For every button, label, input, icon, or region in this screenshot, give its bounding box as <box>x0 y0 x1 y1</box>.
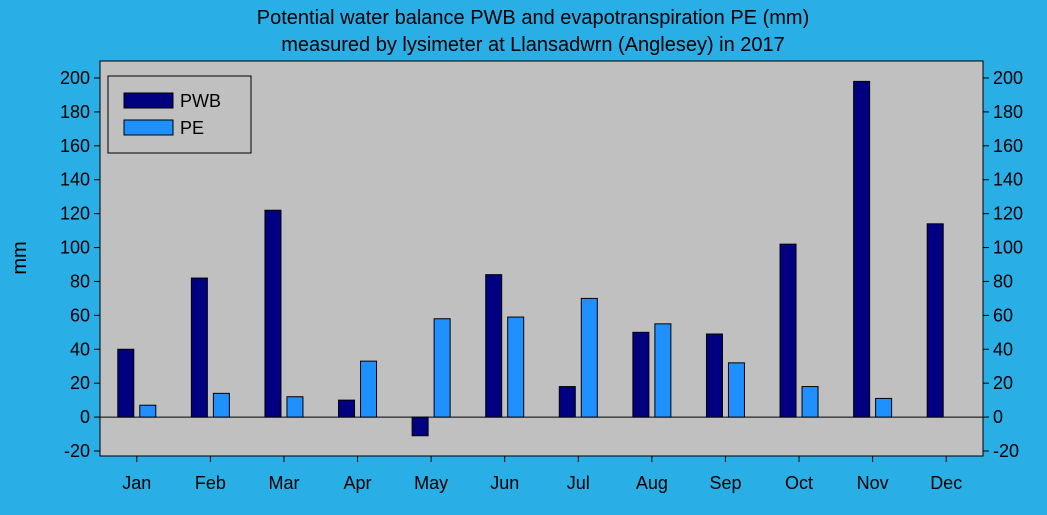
bar-pe-sep <box>727 362 745 418</box>
bar-pwb-may <box>411 416 429 437</box>
bar-pwb-jul <box>558 386 576 418</box>
legend: PWB PE <box>107 75 252 154</box>
chart-marks: -20 -20 0 0 20 20 40 40 60 60 80 80 100 100 120 120 140 1… <box>60 68 1023 493</box>
x-tick-label: Jan <box>122 473 151 493</box>
legend-box <box>107 75 252 154</box>
x-tick-label: Jun <box>490 473 519 493</box>
y-tick-label-left: 60 <box>70 305 90 325</box>
y-tick-label-left: 200 <box>60 68 90 88</box>
bar-pe-jun <box>507 316 525 418</box>
bar-pwb-jan <box>117 348 135 418</box>
y-tick-label-right: 80 <box>993 271 1013 291</box>
bar-pwb-nov <box>853 80 871 418</box>
y-tick-label-right: 0 <box>993 407 1003 427</box>
y-tick-label-right: 100 <box>993 238 1023 258</box>
y-axis-label: mm <box>9 241 31 274</box>
y-tick-label-right: 180 <box>993 102 1023 122</box>
bar-pwb-apr <box>338 399 356 418</box>
x-tick-label: Jul <box>567 473 590 493</box>
y-tick-label-left: 80 <box>70 271 90 291</box>
y-tick-label-right: 160 <box>993 136 1023 156</box>
y-tick-label-right: 120 <box>993 204 1023 224</box>
legend-swatch-pe <box>123 119 174 136</box>
x-tick-label: Nov <box>857 473 889 493</box>
y-tick-label-left: 120 <box>60 204 90 224</box>
x-tick-label: Feb <box>195 473 226 493</box>
bar-pwb-mar <box>264 209 282 418</box>
chart-title-line-1: Potential water balance PWB and evapotra… <box>257 7 810 29</box>
y-tick-label-left: 20 <box>70 373 90 393</box>
y-tick-label-right: 200 <box>993 68 1023 88</box>
y-tick-label-left: 180 <box>60 102 90 122</box>
bar-pwb-aug <box>632 331 650 418</box>
y-tick-label-left: -20 <box>64 441 90 461</box>
bar-pwb-feb <box>190 277 208 418</box>
bar-pwb-oct <box>779 243 797 418</box>
x-tick-label: Oct <box>785 473 813 493</box>
bar-pe-jan <box>139 404 157 418</box>
legend-label-pwb: PWB <box>180 91 221 111</box>
chart-title-line-2: measured by lysimeter at Llansadwrn (Ang… <box>281 34 785 56</box>
y-tick-label-left: 40 <box>70 339 90 359</box>
y-tick-label-right: 140 <box>993 170 1023 190</box>
bar-pe-aug <box>654 323 672 418</box>
bar-pe-oct <box>801 386 819 418</box>
x-tick-label: Apr <box>344 473 372 493</box>
bar-pe-jul <box>580 297 598 418</box>
y-tick-label-left: 100 <box>60 238 90 258</box>
y-tick-label-left: 140 <box>60 170 90 190</box>
bar-pe-feb <box>212 392 230 418</box>
x-tick-label: Mar <box>268 473 299 493</box>
y-tick-label-left: 0 <box>80 407 90 427</box>
bar-pe-mar <box>286 396 304 418</box>
bar-pe-apr <box>360 360 378 418</box>
x-tick-label: May <box>414 473 448 493</box>
y-tick-label-right: 40 <box>993 339 1013 359</box>
x-tick-label: Dec <box>930 473 962 493</box>
y-tick-label-right: -20 <box>993 441 1019 461</box>
bar-pwb-sep <box>705 333 723 418</box>
x-tick-label: Aug <box>636 473 668 493</box>
legend-swatch-pwb <box>123 92 174 109</box>
y-tick-label-left: 160 <box>60 136 90 156</box>
x-tick-label: Sep <box>709 473 741 493</box>
bar-pwb-jun <box>485 274 503 418</box>
y-tick-label-right: 20 <box>993 373 1013 393</box>
legend-label-pe: PE <box>180 118 204 138</box>
bar-pe-nov <box>875 397 893 418</box>
y-tick-label-right: 60 <box>993 305 1013 325</box>
bar-pwb-dec <box>926 223 944 418</box>
bar-pe-may <box>433 318 451 418</box>
